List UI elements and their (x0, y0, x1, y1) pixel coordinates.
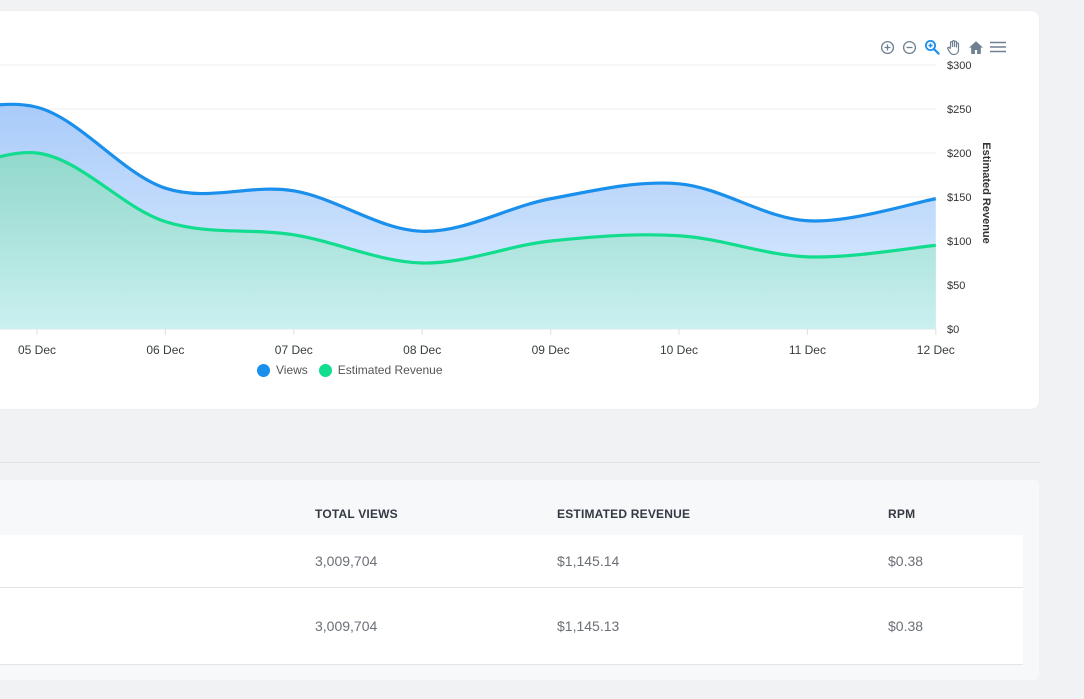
legend-label-views: Views (276, 363, 308, 377)
header-rpm[interactable]: RPM (888, 507, 916, 521)
chart-legend: Views Estimated Revenue (257, 363, 454, 377)
y-tick-label: $200 (947, 148, 971, 160)
header-estimated-revenue[interactable]: ESTIMATED REVENUE (557, 507, 691, 521)
y-tick-label: $50 (947, 280, 965, 292)
cell-estimated-revenue: $1,145.14 (557, 553, 620, 569)
cell-rpm: $0.38 (888, 553, 924, 569)
home-reset-icon[interactable] (966, 36, 985, 58)
chart-toolbar (878, 36, 1007, 58)
y-tick-label: $150 (947, 192, 971, 204)
x-tick-label: 09 Dec (532, 343, 570, 357)
x-tick-label: 06 Dec (146, 343, 184, 357)
y-tick-label: $300 (947, 60, 971, 72)
legend-item-estimated-revenue[interactable]: Estimated Revenue (318, 363, 443, 377)
header-total-views[interactable]: TOTAL VIEWS (315, 507, 398, 521)
series-line-views[interactable] (0, 102, 936, 233)
x-tick-label: 07 Dec (275, 343, 313, 357)
section-divider (0, 462, 1040, 463)
area-chart[interactable]: 05 Dec 06 Dec 07 Dec 08 Dec 09 Dec 10 Dec 11 D… (0, 0, 1084, 420)
menu-icon[interactable] (988, 36, 1007, 58)
table-row[interactable]: 3,009,704 $1,145.14 $0.38 (0, 535, 1023, 588)
x-tick-label: 05 Dec (18, 343, 56, 357)
x-tick-label: 12 Dec (917, 343, 955, 357)
y-tick-label: $100 (947, 236, 971, 248)
y-tick-label: $250 (947, 104, 971, 116)
x-tick-label: 10 Dec (660, 343, 698, 357)
cell-total-views: 3,009,704 (315, 553, 378, 569)
legend-item-views[interactable]: Views (257, 363, 308, 377)
table-row[interactable]: 3,009,704 $1,145.13 $0.38 (0, 588, 1023, 665)
pan-hand-icon[interactable] (944, 36, 963, 58)
zoom-in-icon[interactable] (878, 36, 897, 58)
legend-label-estimated-revenue: Estimated Revenue (337, 363, 443, 377)
legend-marker-views (257, 363, 270, 377)
area-estimated-revenue (0, 152, 936, 329)
x-tick-label: 11 Dec (789, 343, 826, 357)
series-line-estimated-revenue[interactable] (0, 151, 936, 265)
legend-marker-estimated-revenue (318, 363, 332, 377)
cell-total-views: 3,009,704 (315, 618, 378, 634)
x-tick-label: 08 Dec (403, 343, 441, 357)
cell-estimated-revenue: $1,145.13 (557, 618, 620, 634)
y-tick-label: $0 (947, 324, 959, 336)
y-axis-label: Estimated Revenue (980, 142, 992, 243)
zoom-out-icon[interactable] (900, 36, 919, 58)
selection-zoom-icon[interactable] (922, 36, 941, 58)
cell-rpm: $0.38 (888, 618, 924, 634)
